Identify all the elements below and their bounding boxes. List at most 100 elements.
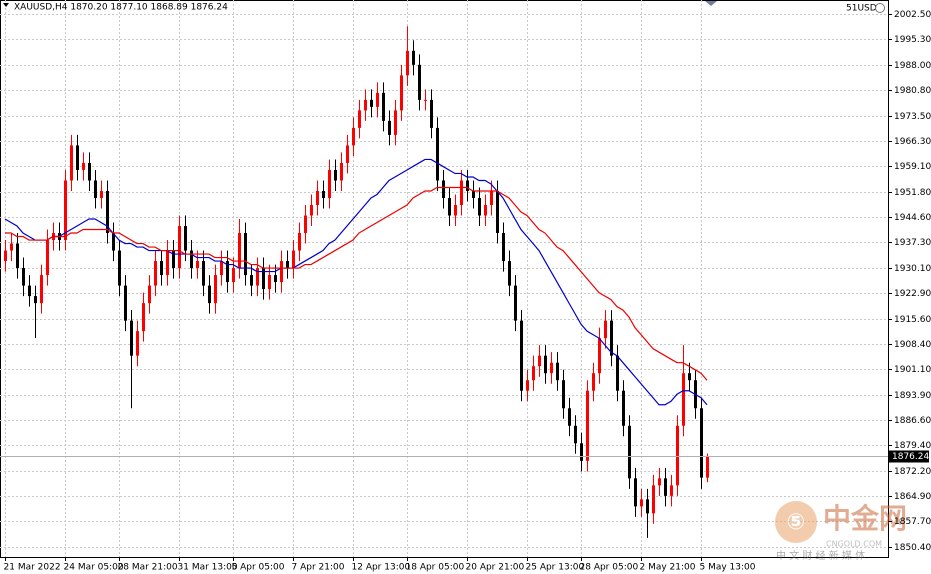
candle-body xyxy=(208,285,211,304)
candle-body xyxy=(580,443,583,461)
candle-body xyxy=(160,261,163,276)
candle-body xyxy=(304,215,307,234)
plot-frame xyxy=(0,0,889,558)
candle-body xyxy=(106,190,109,234)
candle-body xyxy=(154,261,157,286)
candle-body xyxy=(496,190,499,234)
y-tick-label: 1879.40 xyxy=(894,441,931,451)
candle-body xyxy=(250,275,253,286)
account-label: 51USD xyxy=(846,4,877,14)
y-tick-label: 1886.60 xyxy=(894,416,931,426)
candle-body xyxy=(46,240,49,276)
price-tag xyxy=(889,450,929,463)
y-tick-label: 1980.80 xyxy=(894,86,931,96)
candle-body xyxy=(484,204,487,216)
x-tick-label: 7 Apr 21:00 xyxy=(292,563,345,573)
candle-body xyxy=(172,250,175,269)
candle-body xyxy=(466,180,469,191)
candle-body xyxy=(382,92,385,121)
candle-body xyxy=(454,204,457,216)
candle-body xyxy=(682,373,685,426)
candle-body xyxy=(112,233,115,251)
x-tick-label: 5 Apr 05:00 xyxy=(232,563,285,573)
candle-body xyxy=(616,355,619,391)
candle-body xyxy=(166,250,169,276)
candle-body xyxy=(676,425,679,486)
y-tick-label: 1966.30 xyxy=(894,137,931,147)
y-tick-label: 1915.60 xyxy=(894,315,931,325)
candle-body xyxy=(688,373,691,381)
candle-body xyxy=(178,226,181,269)
shift-marker xyxy=(705,1,717,6)
candle-body xyxy=(628,425,631,479)
candle-body xyxy=(508,261,511,286)
marks xyxy=(4,26,709,538)
candle-body xyxy=(82,162,85,170)
y-tick-label: 1864.90 xyxy=(894,492,931,502)
close-button[interactable] xyxy=(875,3,885,13)
moving-average xyxy=(4,158,708,406)
y-tick-label: 1872.20 xyxy=(894,467,931,477)
candle-body xyxy=(562,380,565,409)
candle-body xyxy=(334,169,337,181)
candle-body xyxy=(118,250,121,286)
y-tick-label: 1937.30 xyxy=(894,238,931,248)
y-tick-label: 1959.10 xyxy=(894,162,931,172)
candle-body xyxy=(394,110,397,135)
candle-body xyxy=(520,320,523,391)
y-tick-label: 1973.50 xyxy=(894,112,931,122)
x-tick-label: 28 Mar 21:00 xyxy=(118,563,178,573)
watermark-icon: ⑤ xyxy=(787,510,806,535)
candle-body xyxy=(460,180,463,205)
candle-body xyxy=(640,499,643,507)
candle-body xyxy=(244,233,247,276)
candle-body xyxy=(130,320,133,356)
candle-body xyxy=(226,261,229,283)
candle-body xyxy=(238,233,241,269)
x-tick-label: 20 Apr 21:00 xyxy=(466,563,525,573)
watermark-logo xyxy=(775,501,817,543)
candle-body xyxy=(220,261,223,276)
candle-body xyxy=(370,99,373,107)
candle-body xyxy=(280,261,283,283)
y-tick-label: 1901.10 xyxy=(894,365,931,375)
candle-body xyxy=(556,362,559,381)
candle-body xyxy=(436,127,439,181)
candle-body xyxy=(70,145,73,181)
candle-body xyxy=(22,268,25,286)
candle-body xyxy=(388,120,391,135)
candle-body xyxy=(550,362,553,374)
candle-body xyxy=(286,261,289,269)
moving-average xyxy=(5,186,708,381)
candle-body xyxy=(604,320,607,339)
candle-body xyxy=(442,180,445,198)
candle-body xyxy=(526,380,529,391)
x-tick-label: 2 May 21:00 xyxy=(640,563,696,573)
watermark-tagline: 中 文 财 经 新 媒 体 xyxy=(776,549,865,562)
y-tick-label: 1988.00 xyxy=(894,61,931,71)
candle-body xyxy=(514,285,517,321)
candle-body xyxy=(376,92,379,107)
candle-body xyxy=(274,275,277,283)
y-tick-label: 2002.50 xyxy=(894,10,931,20)
watermark-site: CNGOLD.COM xyxy=(826,540,882,549)
candle-body xyxy=(610,320,613,356)
candle-body xyxy=(502,233,505,262)
y-tick-label: 1995.30 xyxy=(894,35,931,45)
candle-body xyxy=(148,285,151,304)
candle-body xyxy=(232,268,235,283)
candle-body xyxy=(430,99,433,128)
candle-body xyxy=(400,75,403,111)
candle-body xyxy=(136,331,139,356)
candle-body xyxy=(40,275,43,304)
x-tick-label: 18 Apr 05:00 xyxy=(406,563,465,573)
candle-body xyxy=(448,197,451,216)
candle-body xyxy=(574,425,577,444)
candle-body xyxy=(700,408,703,478)
candle-body xyxy=(124,285,127,321)
candle-body xyxy=(544,355,547,374)
candle-body xyxy=(256,268,259,286)
candle-body xyxy=(88,162,91,181)
y-tick-label: 1850.40 xyxy=(894,543,931,553)
